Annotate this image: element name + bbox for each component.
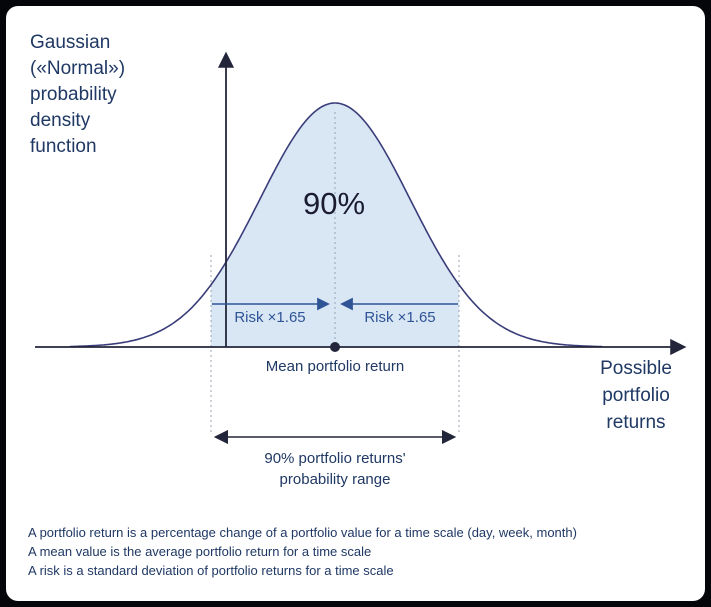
x-axis-label: Possible portfolio returns xyxy=(580,355,692,436)
footnote: A mean value is the average portfolio re… xyxy=(28,544,372,559)
range-label-line: 90% portfolio returns' xyxy=(264,450,406,467)
footnotes: A portfolio return is a percentage chang… xyxy=(28,523,688,580)
risk-right-label: Risk ×1.65 xyxy=(364,309,436,326)
diagram-title: Gaussian («Normal») probability density … xyxy=(30,30,190,160)
footnote: A risk is a standard deviation of portfo… xyxy=(28,563,394,578)
title-line: Gaussian xyxy=(30,32,111,53)
confidence-percentage: 90% xyxy=(302,186,366,221)
title-line: probability xyxy=(30,84,117,105)
title-line: density xyxy=(30,110,91,131)
x-axis-label-line: Possible xyxy=(600,358,672,379)
footnote: A portfolio return is a percentage chang… xyxy=(28,525,577,540)
mean-return-label: Mean portfolio return xyxy=(265,358,405,375)
range-label: 90% portfolio returns' probability range xyxy=(210,448,460,490)
title-line: function xyxy=(30,136,97,157)
risk-left-label: Risk ×1.65 xyxy=(234,309,306,326)
x-axis-label-line: portfolio xyxy=(602,385,670,406)
x-axis-label-line: returns xyxy=(606,412,666,433)
title-line: («Normal») xyxy=(30,58,126,79)
range-label-line: probability range xyxy=(279,471,391,488)
